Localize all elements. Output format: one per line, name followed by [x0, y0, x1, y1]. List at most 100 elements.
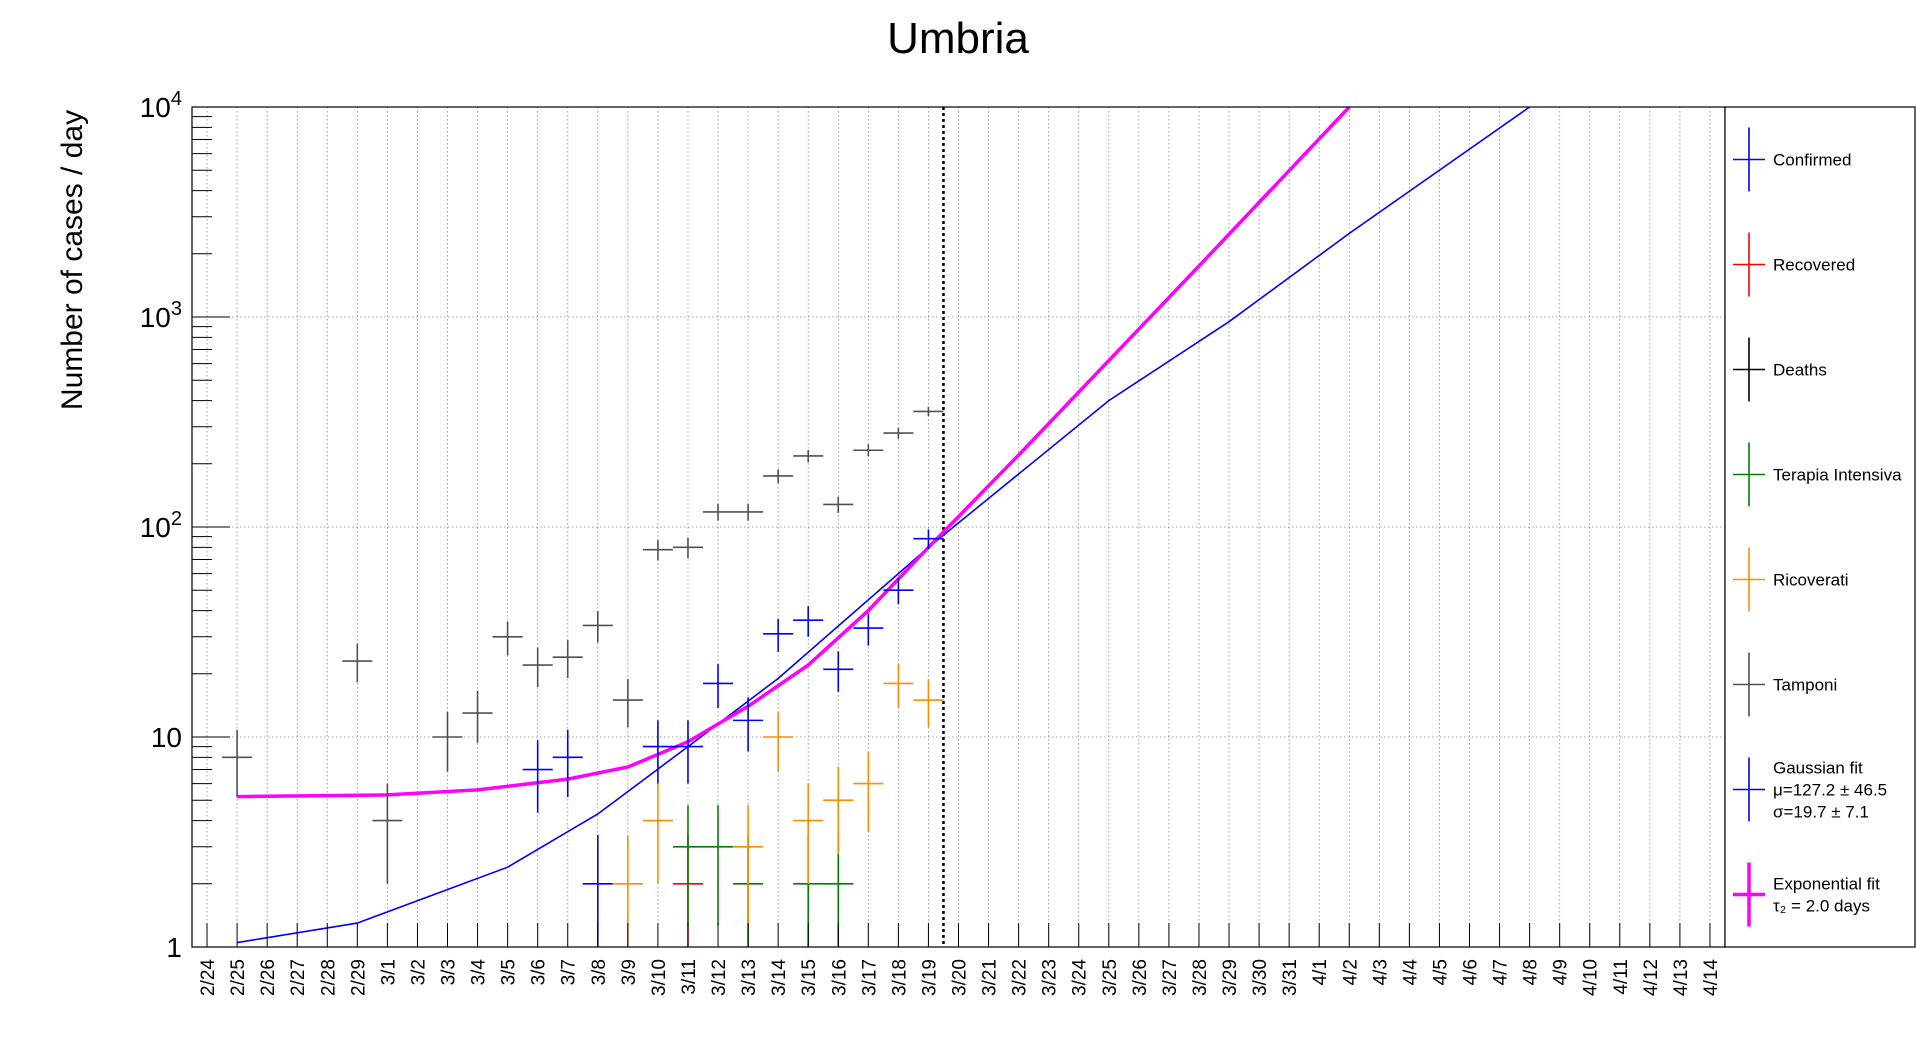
x-tick-label: 3/4 — [469, 959, 490, 986]
x-tick-label: 3/28 — [1190, 959, 1211, 996]
x-tick-label: 3/11 — [679, 959, 700, 995]
x-tick-label: 3/30 — [1250, 959, 1271, 996]
legend-entry: Confirmed — [1733, 127, 1851, 192]
x-tick-label: 4/6 — [1461, 959, 1482, 985]
data-point — [672, 720, 703, 784]
x-tick-label: 3/8 — [589, 959, 610, 985]
legend-label: Terapia Intensiva — [1773, 466, 1902, 485]
gaussian-fit-curve — [236, 107, 1531, 944]
legend-entry: Terapia Intensiva — [1733, 442, 1902, 507]
x-tick-label: 3/5 — [499, 959, 520, 985]
axes: 2/24 2/25 2/26 2/27 2/28 2/29 3/1 3/2 3/3 3/4 3/5 3… — [140, 88, 1722, 996]
x-tick-label: 3/9 — [619, 959, 640, 985]
x-tick-label: 4/9 — [1551, 959, 1572, 985]
x-tick-label: 2/24 — [198, 959, 219, 996]
data-point — [342, 643, 373, 683]
data-point — [642, 720, 673, 784]
data-point — [913, 406, 944, 417]
data-point — [432, 711, 463, 772]
x-tick-label: 3/24 — [1070, 959, 1091, 996]
legend-entry: Exponential fit τ₂ = 2.0 days — [1733, 862, 1880, 927]
x-tick-label: 4/8 — [1521, 959, 1542, 985]
legend-label: Ricoverati — [1773, 571, 1849, 590]
data-point — [733, 697, 764, 752]
legend-label: Deaths — [1773, 361, 1827, 380]
x-tick-label: 4/1 — [1310, 959, 1331, 985]
x-tick-label: 3/15 — [799, 959, 820, 996]
data-point — [793, 783, 824, 884]
data-point — [853, 613, 884, 646]
data-point — [703, 805, 734, 926]
data-point — [522, 740, 553, 813]
x-tick-label: 3/31 — [1280, 959, 1301, 996]
x-tick-label: 4/13 — [1671, 959, 1692, 996]
x-tick-label: 3/21 — [980, 959, 1001, 996]
x-tick-label: 3/10 — [649, 959, 670, 996]
y-tick-label: 10 — [151, 722, 182, 753]
exponential-fit-curve — [237, 107, 1351, 799]
x-tick-label: 3/7 — [559, 959, 580, 985]
data-point — [733, 503, 764, 521]
x-tick-label: 3/3 — [439, 959, 460, 985]
x-tick-label: 3/2 — [408, 959, 429, 985]
x-tick-label: 3/27 — [1160, 959, 1181, 996]
data-point — [913, 529, 944, 549]
data-point — [672, 537, 703, 559]
x-tick-label: 3/20 — [950, 959, 971, 996]
legend-entry: Ricoverati — [1733, 547, 1849, 612]
data-point — [853, 444, 884, 457]
legend-label: Exponential fit — [1773, 875, 1880, 894]
data-point — [883, 427, 914, 439]
legend: Confirmed Recovered Deaths Terapia Intensiv… — [1724, 106, 1916, 948]
x-tick-label: 3/16 — [829, 959, 850, 996]
data-point — [642, 539, 673, 561]
y-tick-label: 103 — [140, 298, 182, 333]
legend-label: μ=127.2 ± 46.5 — [1773, 781, 1887, 800]
x-tick-label: 3/22 — [1010, 959, 1031, 996]
data-point — [552, 640, 583, 678]
y-tick-label: 1 — [166, 932, 182, 963]
x-tick-label: 3/1 — [378, 959, 399, 985]
chart-title: Umbria — [887, 14, 1029, 63]
legend-entry: Gaussian fit μ=127.2 ± 46.5 σ=19.7 ± 7.1 — [1733, 757, 1887, 822]
legend-label: σ=19.7 ± 7.1 — [1773, 803, 1869, 822]
data-points — [222, 406, 944, 947]
data-point — [612, 679, 643, 728]
x-tick-label: 3/19 — [919, 959, 940, 996]
data-point — [883, 664, 914, 708]
x-tick-label: 3/25 — [1100, 959, 1121, 996]
data-point — [793, 449, 824, 463]
data-point — [552, 729, 583, 798]
data-point — [462, 690, 493, 743]
x-tick-label: 4/4 — [1400, 959, 1421, 986]
x-tick-label: 2/28 — [318, 959, 339, 996]
legend-box — [1724, 106, 1916, 948]
x-tick-label: 3/17 — [859, 959, 880, 996]
data-point — [492, 621, 523, 656]
data-point — [823, 651, 854, 692]
x-tick-label: 3/26 — [1130, 959, 1151, 996]
data-point — [642, 783, 673, 884]
grid — [192, 107, 1725, 947]
data-point — [703, 664, 734, 708]
x-tick-label: 3/29 — [1220, 959, 1241, 996]
data-point — [883, 578, 914, 605]
data-point — [763, 711, 794, 772]
data-point — [823, 496, 854, 513]
legend-entry: Deaths — [1733, 337, 1827, 402]
legend-entry: Tamponi — [1733, 652, 1837, 717]
x-tick-label: 4/12 — [1641, 959, 1662, 996]
x-tick-label: 4/11 — [1611, 959, 1632, 995]
legend-label: Confirmed — [1773, 151, 1851, 170]
data-point — [522, 647, 553, 687]
data-point — [372, 783, 403, 884]
data-point — [853, 752, 884, 832]
x-tick-label: 2/25 — [228, 959, 249, 996]
legend-label: Tamponi — [1773, 676, 1837, 695]
x-tick-label: 2/29 — [348, 959, 369, 996]
data-point — [672, 805, 703, 926]
data-point — [823, 766, 854, 855]
x-tick-label: 4/14 — [1701, 959, 1722, 996]
x-tick-label: 2/26 — [258, 959, 279, 996]
y-tick-label: 104 — [140, 88, 182, 123]
